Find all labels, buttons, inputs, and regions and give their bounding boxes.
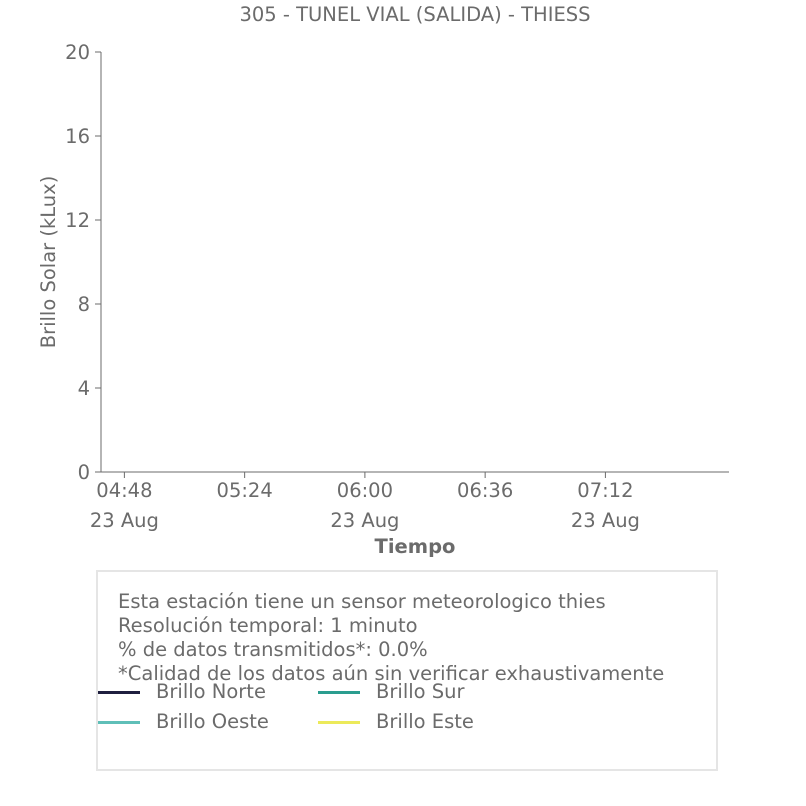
temporal-resolution: Resolución temporal: 1 minuto bbox=[118, 614, 418, 637]
y-tick-label: 12 bbox=[65, 209, 90, 232]
y-tick-label: 16 bbox=[65, 125, 90, 148]
x-tick-label: 06:00 bbox=[337, 479, 393, 502]
legend-swatch bbox=[318, 721, 360, 724]
x-tick-label: 04:48 bbox=[96, 479, 152, 502]
data-quality-note: *Calidad de los datos aún sin verificar … bbox=[118, 662, 665, 685]
y-tick-label: 4 bbox=[78, 377, 90, 400]
x-tick-date-label: 23 Aug bbox=[330, 509, 399, 532]
x-tick-date-label: 23 Aug bbox=[571, 509, 640, 532]
legend-swatch bbox=[318, 691, 360, 694]
y-ticks: 0 4 8 12 16 20 bbox=[65, 41, 101, 484]
legend-swatch bbox=[98, 721, 140, 724]
x-ticks: 04:48 23 Aug 05:24 06:00 23 Aug 06:36 07:12 23 … bbox=[90, 472, 640, 532]
legend-label: Brillo Oeste bbox=[156, 710, 269, 733]
legend-swatch bbox=[98, 691, 140, 694]
y-axis-label: Brillo Solar (kLux) bbox=[37, 176, 60, 349]
legend-label: Brillo Norte bbox=[156, 680, 266, 703]
y-tick-label: 8 bbox=[78, 293, 90, 316]
x-axis-label: Tiempo bbox=[375, 535, 456, 558]
chart-title: 305 - TUNEL VIAL (SALIDA) - THIESS bbox=[239, 3, 590, 26]
x-tick-label: 07:12 bbox=[577, 479, 633, 502]
x-tick-label: 06:36 bbox=[457, 479, 513, 502]
y-tick-label: 0 bbox=[78, 461, 90, 484]
station-description: Esta estación tiene un sensor meteorolog… bbox=[118, 590, 606, 613]
legend-label: Brillo Este bbox=[376, 710, 474, 733]
x-tick-date-label: 23 Aug bbox=[90, 509, 159, 532]
data-transmitted: % de datos transmitidos*: 0.0% bbox=[118, 638, 428, 661]
y-tick-label: 20 bbox=[65, 41, 90, 64]
info-box: Esta estación tiene un sensor meteorolog… bbox=[96, 570, 718, 771]
x-tick-label: 05:24 bbox=[217, 479, 273, 502]
legend-label: Brillo Sur bbox=[376, 680, 465, 703]
